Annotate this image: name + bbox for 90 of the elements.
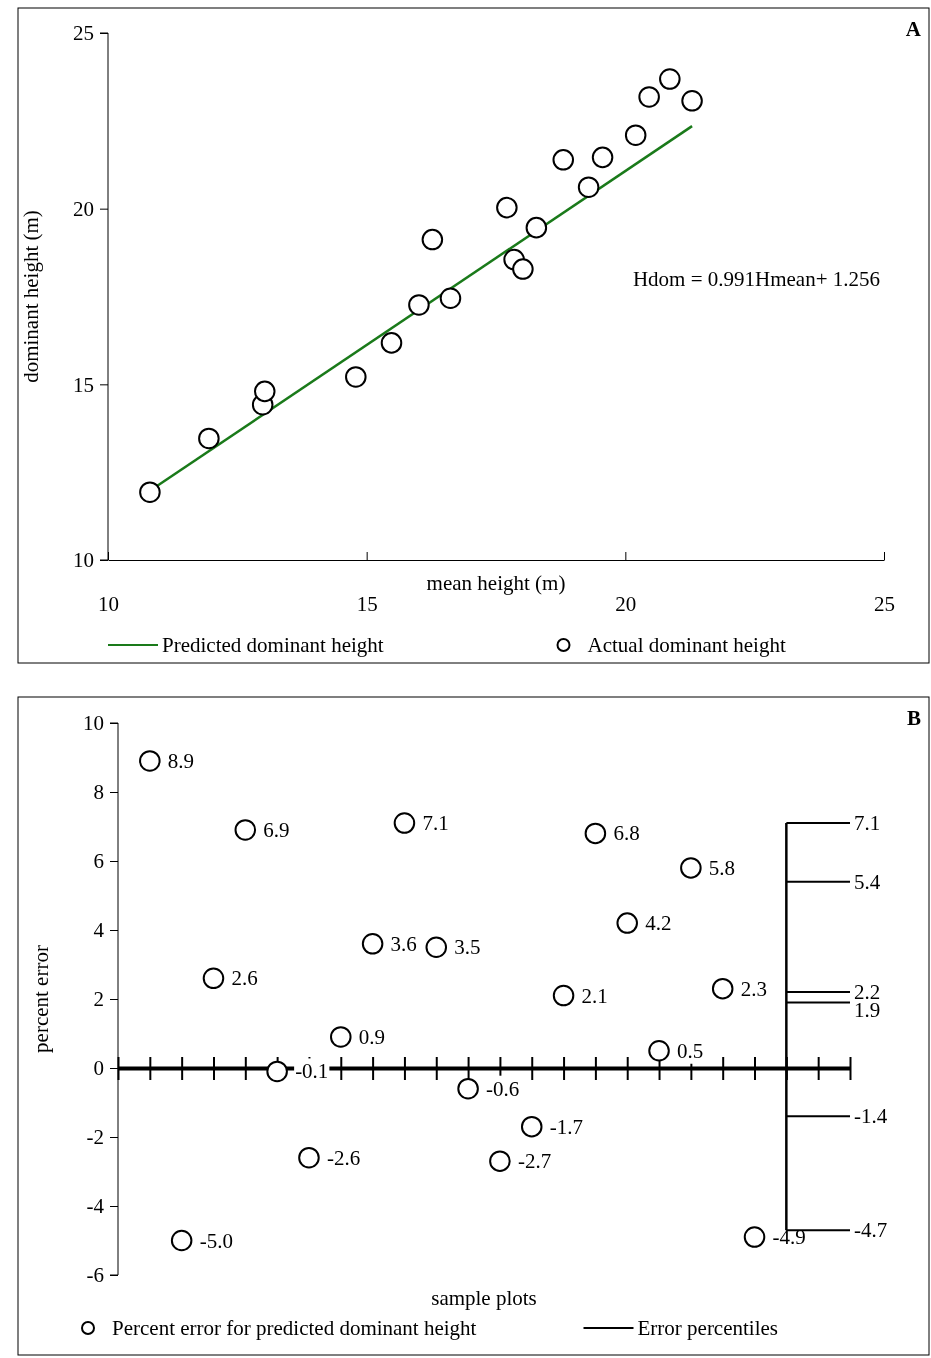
point	[253, 380, 276, 403]
y-tick-label: 8	[93, 780, 104, 805]
point	[520, 1115, 543, 1138]
point	[139, 481, 161, 503]
point	[345, 366, 367, 388]
data-label: -0.1	[295, 1059, 329, 1084]
point	[680, 857, 702, 879]
x-axis-title: mean height (m)	[426, 571, 566, 595]
point	[266, 1060, 288, 1083]
ref-line-label: 5.4	[854, 869, 881, 894]
data-label: 0.9	[358, 1024, 386, 1049]
text: Error percentiles	[637, 1316, 779, 1340]
y-axis-title: dominant height (m)	[19, 210, 43, 383]
point	[591, 146, 614, 169]
point	[512, 258, 534, 280]
y-tick-label: 25	[73, 21, 94, 46]
ref-line-label: -4.7	[854, 1218, 888, 1243]
data-label: 8.9	[167, 748, 195, 773]
y-tick-label: -6	[86, 1263, 104, 1288]
ref-line-label: 7.1	[854, 811, 881, 836]
legend-label: Actual dominant height	[587, 633, 786, 657]
y-tick-label: 4	[93, 918, 105, 943]
data-label: -2.7	[517, 1149, 552, 1174]
point	[361, 933, 384, 955]
point	[330, 1026, 352, 1048]
point	[584, 822, 607, 845]
data-label: 0.5	[677, 1038, 704, 1063]
y-tick-label: 20	[73, 196, 94, 221]
data-label: 3.5	[454, 935, 481, 960]
ref-line-label: -1.4	[854, 1104, 888, 1129]
point	[425, 936, 448, 958]
y-tick-label: 6	[93, 849, 104, 874]
point	[489, 1150, 511, 1172]
y-tick-label: 15	[73, 372, 94, 397]
legend-label: Percent error for predicted dominant height	[112, 1316, 477, 1340]
point	[648, 1040, 670, 1062]
point	[408, 294, 430, 316]
data-label: -5.0	[199, 1228, 233, 1253]
point	[170, 1229, 193, 1252]
point	[202, 967, 225, 990]
point	[711, 977, 734, 1000]
y-tick-label: 2	[93, 987, 104, 1012]
x-tick-label: 20	[615, 591, 637, 616]
point	[139, 750, 161, 772]
point	[198, 427, 220, 450]
point	[525, 216, 548, 239]
y-axis-title: percent error	[29, 945, 53, 1053]
point	[298, 1146, 320, 1169]
y-tick-label: 10	[73, 548, 94, 573]
point	[552, 984, 575, 1007]
x-tick-label: 15	[356, 591, 378, 616]
point	[659, 68, 681, 90]
annotation: Hdom = 0.991Hmean+ 1.256	[632, 266, 880, 291]
ref-line-label: 1.9	[854, 998, 881, 1023]
y-tick-label: 10	[83, 711, 104, 736]
data-label: 7.1	[422, 811, 449, 836]
data-label: 3.6	[390, 931, 417, 956]
text: B	[906, 706, 921, 730]
legend-label: Predicted dominant height	[162, 633, 384, 657]
x-axis-title: sample plots	[431, 1286, 537, 1310]
data-label: -4.9	[772, 1225, 806, 1250]
x-tick-label: 25	[874, 591, 895, 616]
data-label: 2.3	[740, 976, 767, 1001]
y-tick-label: 0	[93, 1056, 104, 1081]
point	[681, 90, 703, 112]
point	[638, 86, 660, 108]
data-label: 5.8	[708, 855, 736, 880]
y-tick-label: -2	[86, 1125, 104, 1150]
data-label: 4.2	[645, 911, 672, 936]
point	[393, 812, 416, 834]
text: A	[905, 17, 922, 41]
data-label: -0.6	[486, 1076, 520, 1101]
data-label: 6.9	[263, 817, 290, 842]
point	[421, 228, 444, 251]
point	[743, 1226, 766, 1248]
point	[616, 912, 638, 934]
data-label: 2.1	[581, 983, 608, 1008]
data-label: 6.8	[613, 821, 640, 846]
point	[457, 1077, 479, 1100]
data-label: 2.6	[231, 966, 258, 991]
point	[439, 287, 462, 310]
point	[234, 819, 257, 841]
y-tick-label: -4	[86, 1194, 105, 1219]
point	[380, 332, 403, 354]
point	[577, 176, 600, 198]
data-label: -1.7	[549, 1114, 583, 1139]
point	[552, 149, 575, 171]
point	[624, 124, 647, 146]
data-label: -2.6	[326, 1145, 361, 1170]
point	[496, 196, 518, 219]
